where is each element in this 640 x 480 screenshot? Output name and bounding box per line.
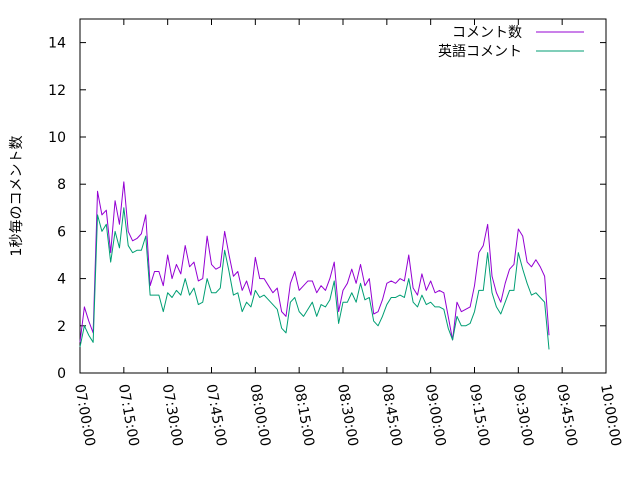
x-tick-label: 09:30:00 xyxy=(509,383,536,448)
series-line-0 xyxy=(79,181,550,343)
y-tick-label: 10 xyxy=(48,130,66,146)
legend-label-comments: コメント数 xyxy=(452,25,522,41)
legend-label-english: 英語コメント xyxy=(438,43,522,60)
y-tick-label: 0 xyxy=(57,366,66,382)
x-tick-label: 09:15:00 xyxy=(466,383,493,448)
x-tick-label: 08:45:00 xyxy=(378,383,405,448)
x-tick-label: 08:30:00 xyxy=(334,383,361,448)
y-tick-label: 14 xyxy=(48,36,66,52)
y-tick-label: 4 xyxy=(57,272,66,288)
plot-frame xyxy=(79,18,607,374)
x-tick-label: 07:30:00 xyxy=(159,383,186,448)
x-tick-label: 10:00:00 xyxy=(597,383,624,448)
x-tick-label: 07:00:00 xyxy=(71,383,98,448)
y-axis-label: 1秒毎のコメント数 xyxy=(9,136,25,257)
series-line-1 xyxy=(79,207,550,350)
x-tick-label: 08:00:00 xyxy=(246,383,273,448)
x-axis: 07:00:00 07:15:00 07:30:00 07:45:00 08:00:00… xyxy=(71,19,624,448)
y-axis: 0 2 4 6 8 10 12 14 xyxy=(48,36,606,382)
x-tick-label: 09:45:00 xyxy=(553,383,580,448)
y-tick-label: 12 xyxy=(48,83,66,99)
series-group xyxy=(79,181,550,350)
x-tick-label: 09:00:00 xyxy=(422,383,449,448)
x-tick-label: 08:15:00 xyxy=(290,383,317,448)
y-tick-label: 8 xyxy=(57,177,66,193)
x-tick-label: 07:15:00 xyxy=(115,383,142,448)
y-tick-label: 2 xyxy=(57,319,66,335)
x-tick-label: 07:45:00 xyxy=(203,383,230,448)
legend: コメント数 英語コメント xyxy=(438,25,584,60)
y-tick-label: 6 xyxy=(57,224,66,240)
